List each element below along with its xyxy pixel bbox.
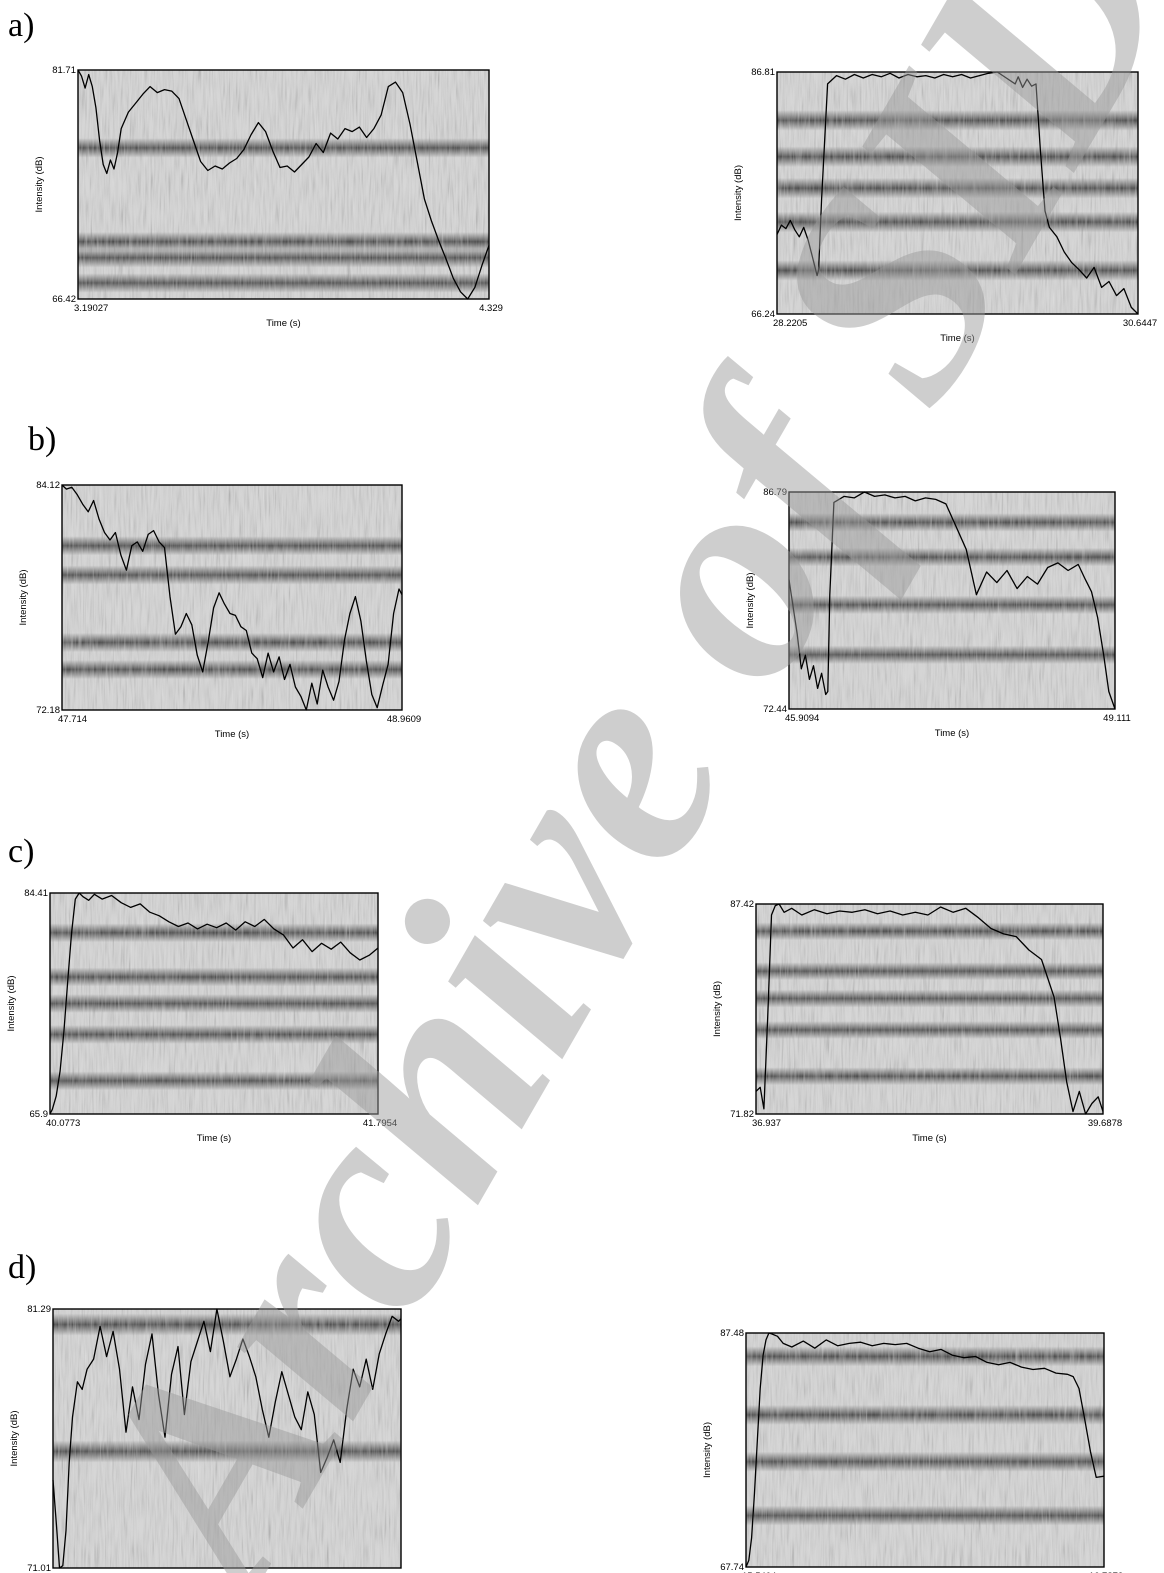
y-tick-bottom: 71.01 — [27, 1563, 51, 1573]
intensity-curve — [49, 892, 379, 1115]
x-tick-right: 30.6447 — [1123, 318, 1157, 329]
panel-label: b) — [28, 421, 56, 458]
x-tick-right: 41.7954 — [363, 1118, 397, 1129]
panels: 81.71 66.423.19027 4.329 Time (s) Intensity … — [6, 7, 1157, 1573]
y-tick-top: 87.48 — [720, 1328, 744, 1339]
y-axis-title: Intensity (dB) — [745, 573, 756, 629]
y-axis-title: Intensity (dB) — [702, 1422, 713, 1478]
panel-label: d) — [8, 1249, 36, 1286]
intensity-curve — [77, 69, 490, 300]
plot-frame — [788, 491, 1116, 710]
intensity-curve — [745, 1332, 1105, 1568]
intensity-curve — [61, 484, 403, 711]
spectrogram-texture — [50, 893, 378, 1114]
x-tick-right: 4.329 — [479, 303, 503, 314]
spectrogram-texture — [746, 1333, 1104, 1567]
y-tick-bottom: 67.74 — [720, 1562, 744, 1573]
spectrogram-texture — [777, 72, 1138, 314]
x-tick-right: 49.111 — [1103, 713, 1131, 724]
y-tick-top: 81.29 — [27, 1304, 51, 1315]
y-axis-title: Intensity (dB) — [18, 570, 29, 626]
x-axis-title: Time (s) — [940, 333, 974, 344]
y-tick-bottom: 66.42 — [52, 294, 76, 305]
intensity-curve — [776, 71, 1139, 315]
y-tick-top: 86.81 — [751, 67, 775, 78]
chart-panel: 84.41 65.940.0773 41.7954 Time (s) Intensity… — [6, 833, 397, 1144]
y-axis-title: Intensity (dB) — [712, 981, 723, 1037]
plot-frame — [745, 1332, 1105, 1568]
x-axis-title: Time (s) — [197, 1133, 231, 1144]
plot-frame — [755, 903, 1104, 1115]
y-tick-bottom: 71.82 — [730, 1109, 754, 1120]
y-tick-top: 81.71 — [52, 65, 76, 76]
spectrogram-texture — [756, 904, 1103, 1114]
x-tick-left: 47.714 — [58, 714, 87, 725]
y-tick-top: 84.12 — [36, 480, 60, 491]
x-tick-right: 39.6878 — [1088, 1118, 1122, 1129]
y-tick-bottom: 72.44 — [763, 704, 787, 715]
intensity-curve — [755, 903, 1104, 1115]
plot-frame — [77, 69, 490, 300]
plot-frame — [776, 71, 1139, 315]
x-axis-title: Time (s) — [266, 318, 300, 329]
y-tick-bottom: 72.18 — [36, 705, 60, 716]
y-axis-title: Intensity (dB) — [9, 1411, 20, 1467]
x-axis-title: Time (s) — [215, 729, 249, 740]
y-tick-bottom: 65.9 — [30, 1109, 49, 1120]
spectrogram-texture — [62, 485, 402, 710]
y-axis-title: Intensity (dB) — [34, 157, 45, 213]
spectrogram-texture — [789, 492, 1115, 709]
x-axis-title: Time (s) — [935, 728, 969, 739]
y-axis-title: Intensity (dB) — [6, 976, 17, 1032]
panel-label: a) — [8, 7, 34, 44]
y-tick-bottom: 66.24 — [751, 309, 775, 320]
x-tick-left: 15.5404 — [742, 1571, 776, 1573]
intensity-curve — [788, 491, 1116, 710]
x-tick-right: 48.9609 — [387, 714, 421, 725]
x-axis-title: Time (s) — [912, 1133, 946, 1144]
y-tick-top: 87.42 — [730, 899, 754, 910]
chart-panel: 81.71 66.423.19027 4.329 Time (s) Intensity … — [8, 7, 503, 329]
panel-label: c) — [8, 833, 34, 870]
x-tick-right: 16.7872 — [1089, 1571, 1123, 1573]
x-tick-left: 45.9094 — [785, 713, 819, 724]
plot-frame — [49, 892, 379, 1115]
y-tick-top: 84.41 — [24, 888, 48, 899]
x-tick-left: 40.0773 — [46, 1118, 80, 1129]
spectrogram-texture — [78, 70, 489, 299]
y-tick-top: 86.79 — [763, 487, 787, 498]
y-axis-title: Intensity (dB) — [733, 165, 744, 221]
x-tick-left: 3.19027 — [74, 303, 108, 314]
plot-frame — [52, 1308, 402, 1569]
plot-frame — [61, 484, 403, 711]
x-tick-left: 36.937 — [752, 1118, 781, 1129]
x-tick-left: 28.2205 — [773, 318, 807, 329]
